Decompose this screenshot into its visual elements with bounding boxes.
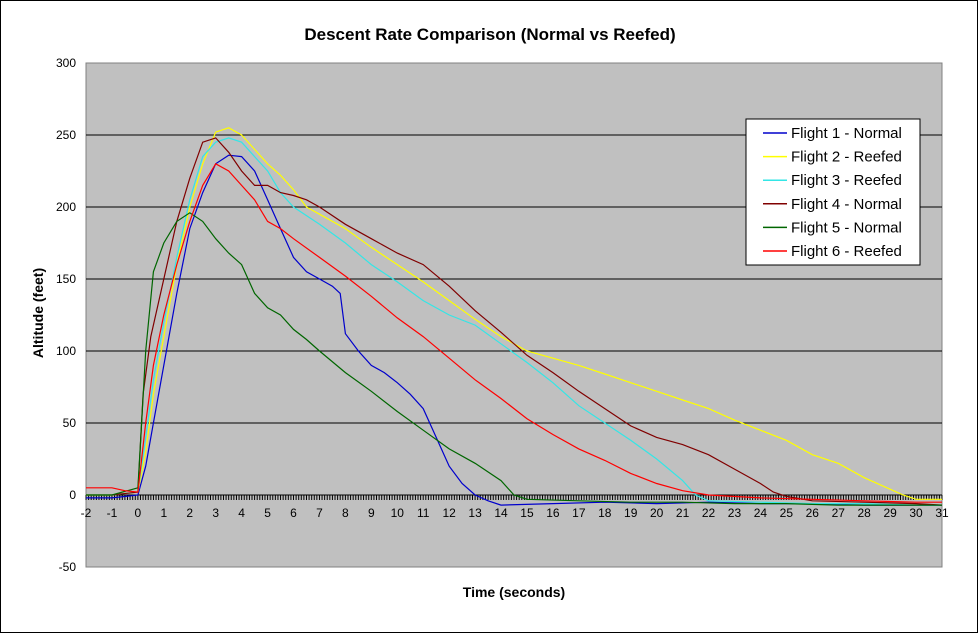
series-line-flight-2 [86,127,942,500]
x-tick-label: 29 [883,506,897,520]
legend-label-flight-3: Flight 3 - Reefed [791,172,902,189]
x-tick-label: -1 [107,506,118,520]
x-tick-label: 22 [702,506,716,520]
x-tick-label: 14 [494,506,508,520]
legend-label-flight-4: Flight 4 - Normal [791,196,902,213]
y-tick-label: 300 [56,56,76,70]
legend-label-flight-5: Flight 5 - Normal [791,219,902,236]
y-tick-label: 200 [56,200,76,214]
x-tick-label: 27 [832,506,846,520]
x-tick-label: 30 [909,506,923,520]
legend: Flight 1 - Normal Flight 2 - Reefed Flight… [745,118,921,266]
x-tick-label: 6 [290,506,297,520]
x-axis-tick-labels: -2 -1 0 1 2 3 4 5 6 7 8 9 10 11 12 13 14 15 16 17 18 19 20 21 22… [81,506,949,520]
y-tick-label: 50 [63,416,77,430]
series-line-flight-1 [86,154,942,506]
x-tick-label: 23 [728,506,742,520]
x-tick-label: 18 [598,506,612,520]
x-axis-label: Time (seconds) [463,584,565,600]
y-tick-label: -50 [59,560,77,574]
x-tick-label: 24 [754,506,768,520]
x-tick-label: 10 [391,506,405,520]
x-tick-label: 17 [572,506,586,520]
x-tick-label: 16 [546,506,560,520]
y-axis-tick-labels: -50 0 50 100 150 200 250 300 [56,56,76,574]
legend-box [745,118,921,266]
y-tick-label: 150 [56,272,76,286]
y-tick-label: 100 [56,344,76,358]
legend-label-flight-2: Flight 2 - Reefed [791,149,902,166]
x-tick-label: 25 [780,506,794,520]
x-tick-label: 21 [676,506,690,520]
x-tick-label: 9 [368,506,375,520]
x-tick-label: 2 [186,506,193,520]
x-tick-label: 4 [238,506,245,520]
x-tick-label: 5 [264,506,271,520]
x-tick-label: 12 [442,506,456,520]
x-tick-label: -2 [81,506,92,520]
y-tick-label: 0 [69,488,76,502]
y-axis-label: Altitude (feet) [30,268,46,358]
y-tick-label: 250 [56,128,76,142]
x-tick-label: 11 [417,506,430,520]
series-line-flight-5 [86,212,942,506]
series-lines [86,127,943,506]
series-line-flight-6 [86,162,942,503]
x-tick-label: 26 [806,506,820,520]
chart-title: Descent Rate Comparison (Normal vs Reefe… [304,25,675,44]
x-tick-label: 1 [160,506,167,520]
legend-label-flight-1: Flight 1 - Normal [791,125,902,142]
x-tick-label: 19 [624,506,638,520]
x-tick-label: 7 [316,506,323,520]
x-tick-label: 8 [342,506,349,520]
x-tick-label: 31 [935,506,949,520]
x-tick-label: 13 [468,506,482,520]
legend-label-flight-6: Flight 6 - Reefed [791,243,902,260]
x-tick-label: 0 [135,506,142,520]
series-line-flight-4 [86,137,943,506]
x-tick-label: 15 [520,506,534,520]
x-tick-label: 20 [650,506,664,520]
x-tick-label: 28 [858,506,872,520]
x-tick-label: 3 [212,506,219,520]
